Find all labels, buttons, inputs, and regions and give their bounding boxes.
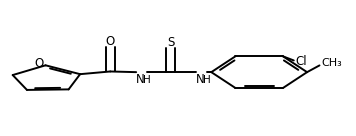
Text: O: O [106,35,115,48]
Text: CH₃: CH₃ [321,58,342,68]
Text: N: N [136,73,145,86]
Text: H: H [203,75,211,85]
Text: O: O [35,58,44,70]
Text: Cl: Cl [295,55,307,68]
Text: N: N [196,73,205,86]
Text: S: S [167,36,174,49]
Text: H: H [143,75,151,85]
